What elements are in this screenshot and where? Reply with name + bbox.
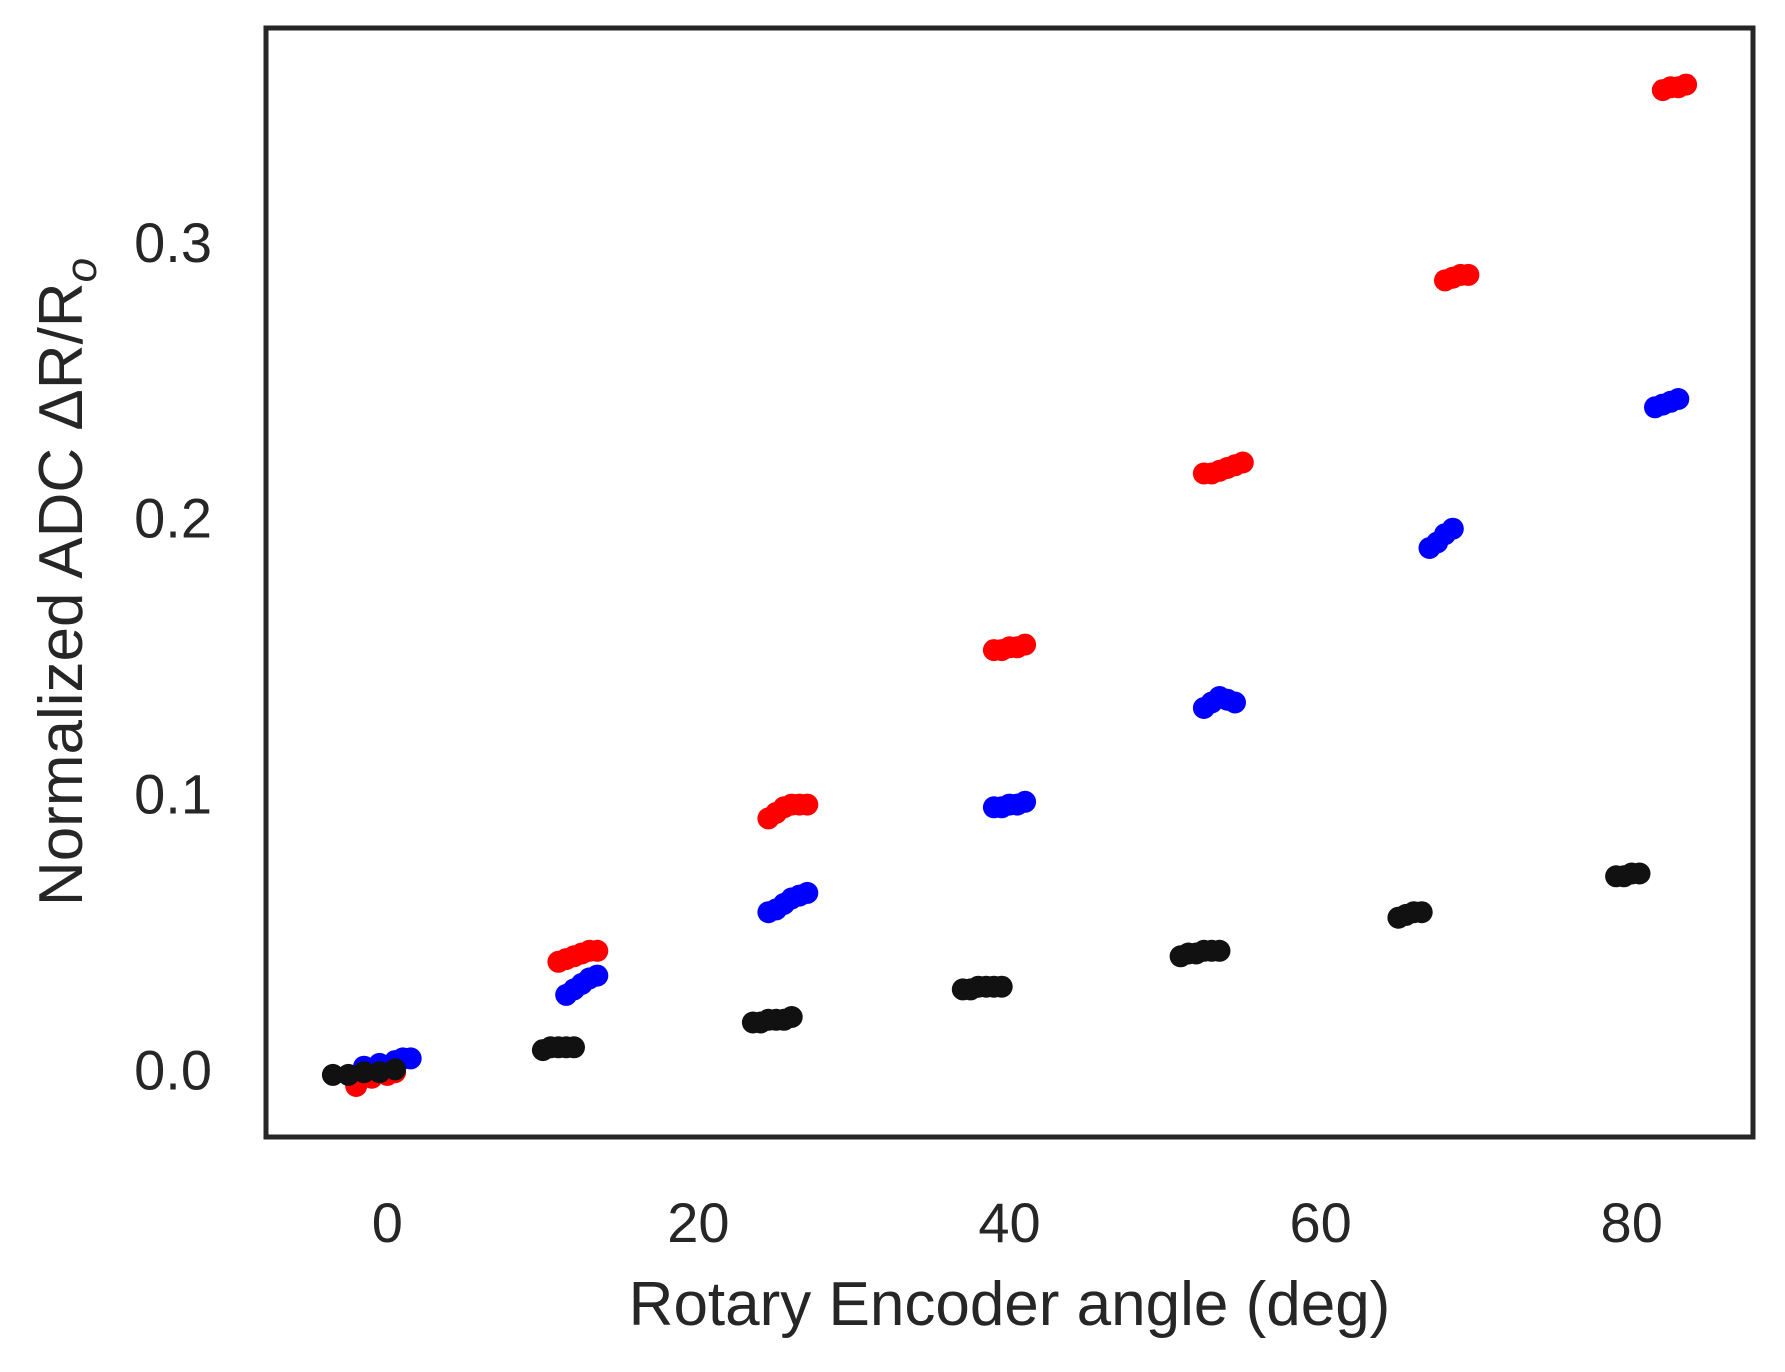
- x-tick-label-4: 80: [1601, 1191, 1663, 1254]
- data-point-s0-c4-5: [1231, 451, 1254, 474]
- x-tick-label-2: 40: [978, 1191, 1040, 1254]
- data-point-s1-c6-3: [1667, 388, 1690, 410]
- y-tick-label-0: 0.0: [134, 1038, 212, 1101]
- data-point-s2-c0-0: [321, 1063, 344, 1086]
- data-point-s2-c3-5: [990, 975, 1013, 998]
- x-tick-labels: 0 20 40 60 80: [372, 1191, 1663, 1254]
- y-axis-label-subscript: o: [57, 258, 106, 282]
- y-tick-labels: 0.0 0.1 0.2 0.3: [134, 211, 212, 1102]
- points-layer: [321, 73, 1698, 1097]
- x-tick-label-1: 20: [667, 1191, 729, 1254]
- data-point-s0-c5-3: [1457, 263, 1480, 286]
- x-tick-label-0: 0: [372, 1191, 403, 1254]
- data-point-s0-c6-3: [1675, 73, 1698, 96]
- data-point-s1-c5-3: [1441, 517, 1464, 540]
- data-point-s2-c4-5: [1208, 939, 1231, 962]
- data-point-s1-c0-4: [399, 1047, 422, 1070]
- plot-frame: [263, 25, 1756, 1140]
- x-axis-label: Rotary Encoder angle (deg): [629, 1270, 1391, 1339]
- data-point-s2-c1-4: [563, 1036, 585, 1059]
- data-point-s2-c6-3: [1628, 862, 1651, 885]
- data-point-s0-c2-5: [796, 793, 819, 816]
- data-point-s2-c2-5: [780, 1006, 803, 1028]
- x-tick-label-3: 60: [1289, 1191, 1351, 1254]
- data-point-s1-c1-4: [586, 964, 609, 987]
- y-axis-label: Normalized ADC ΔR/Ro: [27, 258, 106, 906]
- y-tick-label-2: 0.2: [134, 487, 212, 550]
- y-axis-label-main: Normalized ADC ΔR/R: [27, 282, 96, 906]
- data-point-s1-c4-4: [1224, 691, 1246, 714]
- data-point-s2-c0-4: [384, 1058, 407, 1081]
- data-point-s1-c3-4: [1014, 790, 1037, 813]
- data-point-s2-c0-2: [353, 1061, 375, 1084]
- data-point-s1-c2-5: [796, 881, 819, 904]
- y-tick-label-1: 0.1: [134, 763, 212, 826]
- data-point-s2-c5-3: [1410, 901, 1433, 924]
- data-point-s0-c1-5: [586, 939, 609, 962]
- y-tick-label-3: 0.3: [134, 211, 212, 274]
- data-point-s0-c3-4: [1014, 633, 1037, 656]
